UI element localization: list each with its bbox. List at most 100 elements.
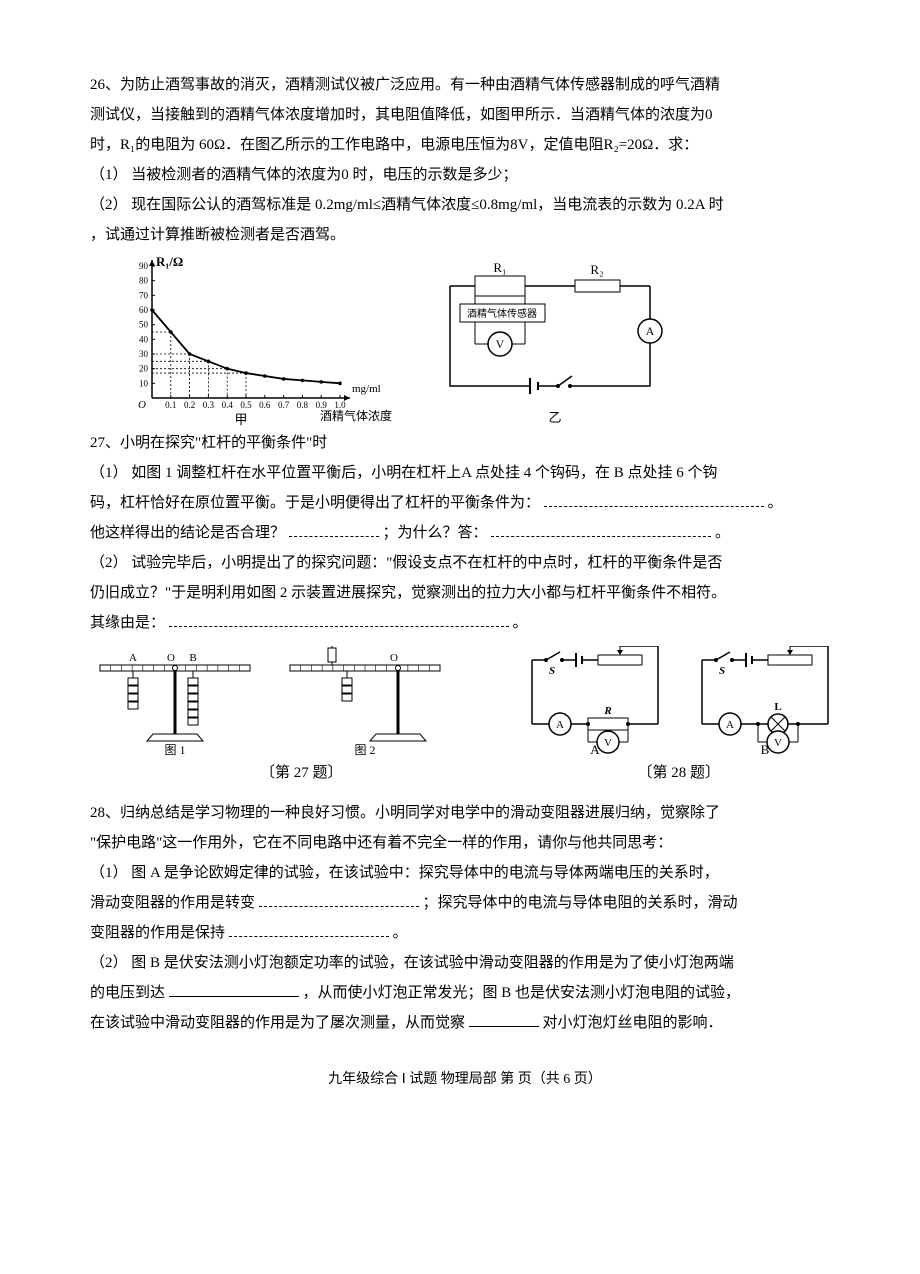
- q28-p2c-pre: 在该试验中滑动变阻器的作用是为了屡次测量，从而觉察: [90, 1015, 465, 1031]
- svg-text:A: A: [646, 324, 655, 338]
- page-footer: 九年级综合 Ⅰ 试题 物理局部 第 页（共 6 页）: [90, 1066, 840, 1094]
- q27-p2c-pre: 其缘由是：: [90, 615, 165, 631]
- q28-p2c: 在该试验中滑动变阻器的作用是为了屡次测量，从而觉察 对小灯泡灯丝电阻的影响．: [90, 1008, 840, 1038]
- q28-p1c-suf: 。: [393, 925, 408, 941]
- q28-circuit-b: SPALVB: [690, 646, 840, 756]
- svg-text:S: S: [719, 665, 725, 677]
- q28-p2b: 的电压到达 ，从而使小灯泡正常发光；图 B 也是伏安法测小灯泡电阻的试验，: [90, 978, 840, 1008]
- svg-text:40: 40: [139, 334, 149, 344]
- q27-p1c-pre: 他这样得出的结论是否合理？: [90, 525, 285, 541]
- svg-text:图 2: 图 2: [354, 743, 375, 756]
- q27-p1c-mid: ；为什么？答：: [383, 525, 488, 541]
- q28-p1a: （1） 图 A 是争论欧姆定律的试验，在该试验中：探究导体中的电流与导体两端电压…: [90, 858, 840, 888]
- svg-text:R₂: R₂: [590, 262, 603, 277]
- q28-blank-4[interactable]: [469, 1010, 539, 1028]
- svg-text:图 1: 图 1: [164, 743, 185, 756]
- svg-text:B: B: [761, 742, 770, 756]
- q27-p1a: （1） 如图 1 调整杠杆在水平位置平衡后，小明在杠杆上A 点处挂 4 个钩码，…: [90, 458, 840, 488]
- svg-text:V: V: [774, 737, 782, 749]
- q28-p1c-pre: 变阻器的作用是保持: [90, 925, 225, 941]
- svg-text:O: O: [390, 652, 398, 664]
- svg-text:甲: 甲: [234, 412, 247, 426]
- svg-text:0.4: 0.4: [222, 400, 234, 410]
- svg-text:50: 50: [139, 320, 149, 330]
- svg-text:A: A: [726, 719, 734, 731]
- svg-text:60: 60: [139, 305, 149, 315]
- q28-p2b-mid: ，从而使小灯泡正常发光；图 B 也是伏安法测小灯泡电阻的试验，: [303, 985, 741, 1001]
- q27-blank-1[interactable]: [544, 490, 764, 508]
- q26-line1: 26、为防止酒驾事故的消灭，酒精测试仪被广泛应用。有一种由酒精气体传感器制成的呼…: [90, 70, 840, 100]
- q28-blank-3[interactable]: [169, 980, 299, 998]
- q27-p2c-suf: 。: [513, 615, 528, 631]
- q26-figures: 10 20 30 40 50 60 70 80 90 0.1 0.2 0.3 0.4 0.5 0.6 0.7 0…: [90, 256, 840, 426]
- svg-text:0.2: 0.2: [184, 400, 195, 410]
- svg-text:70: 70: [139, 290, 149, 300]
- q27-p1b: 码，杠杆恰好在原位置平衡。于是小明便得出了杠杆的平衡条件为： 。: [90, 488, 840, 518]
- q27-p1c-suf: 。: [715, 525, 730, 541]
- svg-text:酒精气体浓度: 酒精气体浓度: [320, 408, 392, 423]
- svg-text:O: O: [167, 652, 175, 664]
- q28-p1b-pre: 滑动变阻器的作用是转变: [90, 895, 255, 911]
- q27-head: 27、小明在探究"杠杆的平衡条件"时: [90, 428, 840, 458]
- svg-text:L: L: [774, 701, 781, 713]
- svg-text:V: V: [604, 737, 612, 749]
- svg-text:0.3: 0.3: [203, 400, 215, 410]
- q28-head2: "保护电路"这一作用外，它在不同电路中还有着不完全一样的作用，请你与他共同思考：: [90, 828, 840, 858]
- q27-p1b-suf: 。: [768, 495, 783, 511]
- svg-text:乙: 乙: [548, 410, 561, 425]
- q27-caption: 〔第 27 题〕: [260, 758, 343, 788]
- q27-p1b-pre: 码，杠杆恰好在原位置平衡。于是小明便得出了杠杆的平衡条件为：: [90, 495, 540, 511]
- svg-text:30: 30: [139, 349, 149, 359]
- svg-text:10: 10: [139, 378, 149, 388]
- q26-graph: 10 20 30 40 50 60 70 80 90 0.1 0.2 0.3 0.4 0.5 0.6 0.7 0…: [120, 256, 400, 426]
- q28-p1b: 滑动变阻器的作用是转变 ；探究导体中的电流与导体电阻的关系时，滑动: [90, 888, 840, 918]
- q28-caption: 〔第 28 题〕: [637, 758, 720, 788]
- q26-sub1: （1） 当被检测者的酒精气体的浓度为0 时，电压的示数是多少；: [90, 160, 840, 190]
- svg-text:S: S: [549, 665, 555, 677]
- svg-text:R₁/Ω: R₁/Ω: [156, 256, 183, 269]
- q28-blank-1[interactable]: [259, 890, 419, 908]
- q28-p2a: （2） 图 B 是伏安法测小灯泡额定功率的试验，在该试验中滑动变阻器的作用是为了…: [90, 948, 840, 978]
- q26-circuit: R₁ R₂ 酒精气体传感器 V A 乙: [430, 256, 680, 426]
- caption-row: 〔第 27 题〕 〔第 28 题〕: [90, 758, 840, 788]
- q27-lever-fig2: O 图 2: [280, 646, 450, 756]
- q27-blank-4[interactable]: [169, 610, 509, 628]
- q27-lever-fig1: A B O 图 1: [90, 646, 260, 756]
- svg-text:A: A: [129, 652, 137, 664]
- svg-text:酒精气体传感器: 酒精气体传感器: [467, 307, 537, 320]
- svg-text:V: V: [496, 337, 505, 351]
- q28-p2c-post: 对小灯泡灯丝电阻的影响．: [543, 1015, 723, 1031]
- q26-line2: 测试仪，当接触到的酒精气体浓度增加时，其电阻值降低，如图甲所示．当酒精气体的浓度…: [90, 100, 840, 130]
- svg-text:0.6: 0.6: [259, 400, 271, 410]
- q27-blank-3[interactable]: [491, 520, 711, 538]
- q28-p1b-mid: ；探究导体中的电流与导体电阻的关系时，滑动: [423, 895, 738, 911]
- svg-text:90: 90: [139, 261, 149, 271]
- q26-line3: 时，R₁的电阻为 60Ω．在图乙所示的工作电路中，电源电压恒为8V，定值电阻R₂…: [90, 130, 840, 160]
- q27-q28-figures: ABO图 1 O图 2 SPARVA SPALVB: [90, 646, 840, 756]
- svg-text:A: A: [590, 742, 600, 756]
- svg-text:20: 20: [139, 364, 149, 374]
- svg-text:A: A: [556, 719, 564, 731]
- q26-sub2a: （2） 现在国际公认的酒驾标准是 0.2mg/ml≤酒精气体浓度≤0.8mg/m…: [90, 190, 840, 220]
- svg-text:R₁: R₁: [493, 260, 506, 275]
- svg-text:0.5: 0.5: [240, 400, 252, 410]
- svg-text:80: 80: [139, 276, 149, 286]
- q27-blank-2[interactable]: [289, 520, 379, 538]
- svg-text:mg/ml: mg/ml: [352, 383, 381, 395]
- q28-p2b-pre: 的电压到达: [90, 985, 169, 1001]
- q27-p2b: 仍旧成立？"于是明利用如图 2 示装置进展探究，觉察测出的拉力大小都与杠杆平衡条…: [90, 578, 840, 608]
- q27-p2a: （2） 试验完毕后，小明提出了的探究问题："假设支点不在杠杆的中点时，杠杆的平衡…: [90, 548, 840, 578]
- q26-sub2b: ，试通过计算推断被检测者是否酒驾。: [90, 220, 840, 250]
- q28-blank-2[interactable]: [229, 920, 389, 938]
- q27-p1c: 他这样得出的结论是否合理？ ；为什么？答： 。: [90, 518, 840, 548]
- q27-p2c: 其缘由是： 。: [90, 608, 840, 638]
- svg-text:B: B: [189, 652, 196, 664]
- svg-text:O: O: [138, 399, 146, 411]
- svg-text:0.7: 0.7: [278, 400, 290, 410]
- svg-text:0.1: 0.1: [165, 400, 176, 410]
- q28-circuit-a: SPARVA: [520, 646, 670, 756]
- svg-text:R: R: [603, 705, 611, 717]
- q28-p1c: 变阻器的作用是保持 。: [90, 918, 840, 948]
- q28-head: 28、归纳总结是学习物理的一种良好习惯。小明同学对电学中的滑动变阻器进展归纳，觉…: [90, 798, 840, 828]
- svg-text:0.8: 0.8: [297, 400, 309, 410]
